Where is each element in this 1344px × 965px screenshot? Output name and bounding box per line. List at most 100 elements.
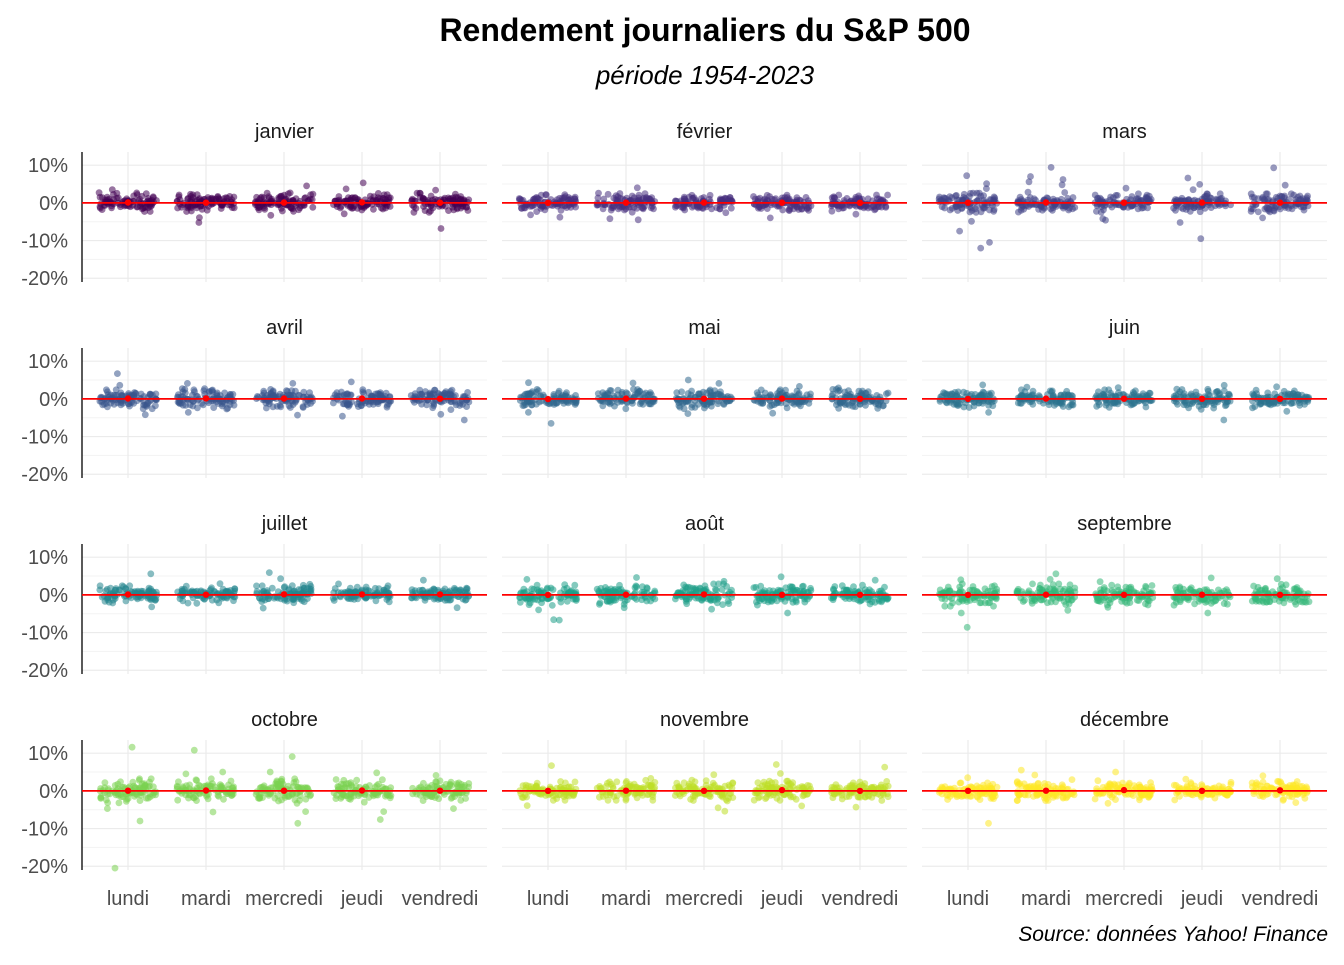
data-point — [683, 595, 690, 602]
outlier-point — [109, 186, 116, 193]
data-point — [770, 588, 777, 595]
data-point — [1248, 190, 1255, 197]
data-point — [794, 194, 801, 201]
outlier-point — [1208, 575, 1215, 582]
data-point — [148, 775, 155, 782]
data-point — [767, 403, 774, 410]
panel-title: mars — [1102, 121, 1146, 143]
data-point — [1180, 205, 1187, 212]
data-point — [942, 596, 949, 603]
panel-title: août — [685, 513, 724, 535]
data-point — [969, 207, 976, 214]
data-point — [428, 193, 435, 200]
mean-marker — [125, 395, 131, 401]
data-point — [96, 189, 103, 196]
outlier-point — [525, 409, 532, 416]
data-point — [259, 786, 266, 793]
panel-septembre: septembre — [922, 513, 1327, 674]
data-point — [224, 394, 231, 401]
data-point — [335, 784, 342, 791]
mean-marker — [281, 788, 287, 794]
data-point — [354, 401, 361, 408]
data-point — [613, 797, 620, 804]
outlier-point — [380, 808, 387, 815]
outlier-point — [1048, 164, 1055, 171]
data-point — [372, 585, 379, 592]
mean-marker — [1043, 592, 1049, 598]
data-point — [340, 777, 347, 784]
data-point — [1198, 406, 1205, 413]
data-point — [605, 191, 612, 198]
data-point — [518, 201, 525, 208]
data-point — [209, 389, 216, 396]
data-point — [344, 390, 351, 397]
data-point — [435, 795, 442, 802]
data-point — [1170, 205, 1177, 212]
data-point — [524, 391, 531, 398]
outlier-point — [535, 607, 542, 614]
data-point — [259, 794, 266, 801]
data-point — [1093, 403, 1100, 410]
y-tick-label: -20% — [21, 856, 68, 878]
mean-marker — [437, 788, 443, 794]
data-point — [685, 390, 692, 397]
data-point — [678, 388, 685, 395]
data-point — [115, 792, 122, 799]
data-point — [636, 192, 643, 199]
y-tick-label: 0% — [39, 585, 68, 607]
data-point — [977, 193, 984, 200]
data-point — [297, 792, 304, 799]
panel-title: avril — [266, 317, 303, 339]
data-point — [751, 584, 758, 591]
data-point — [369, 791, 376, 798]
data-point — [345, 588, 352, 595]
outlier-point — [294, 820, 301, 827]
outlier-point — [1177, 219, 1184, 226]
outlier-point — [635, 216, 642, 223]
outlier-point — [1024, 384, 1031, 391]
data-point — [152, 402, 159, 409]
data-point — [114, 392, 121, 399]
data-point — [829, 208, 836, 215]
panel-février: février — [502, 121, 907, 282]
x-tick-label: jeudi — [340, 888, 383, 910]
data-point — [382, 793, 389, 800]
outlier-point — [360, 180, 367, 187]
data-point — [954, 400, 961, 407]
data-point — [292, 399, 299, 406]
data-point — [967, 190, 974, 197]
data-point — [120, 583, 127, 590]
data-point — [1017, 400, 1024, 407]
data-point — [123, 796, 130, 803]
y-tick-label: 0% — [39, 389, 68, 411]
data-point — [201, 387, 208, 394]
data-point — [991, 582, 998, 589]
data-point — [698, 597, 705, 604]
data-point — [794, 587, 801, 594]
mean-marker — [545, 592, 551, 598]
data-point — [309, 196, 316, 203]
data-point — [1058, 593, 1065, 600]
data-point — [375, 781, 382, 788]
data-point — [708, 403, 715, 410]
data-point — [801, 599, 808, 606]
data-point — [1067, 581, 1074, 588]
panel-août: août — [502, 513, 907, 674]
panel-mai: mai — [502, 317, 907, 478]
mean-marker — [359, 395, 365, 401]
outlier-point — [708, 606, 715, 613]
data-point — [777, 386, 784, 393]
data-point — [104, 388, 111, 395]
outlier-point — [420, 577, 427, 584]
outlier-point — [957, 576, 964, 583]
data-point — [462, 795, 469, 802]
data-point — [601, 391, 608, 398]
outlier-point — [147, 570, 154, 577]
data-point — [961, 404, 968, 411]
data-point — [982, 585, 989, 592]
data-point — [184, 204, 191, 211]
data-point — [936, 196, 943, 203]
